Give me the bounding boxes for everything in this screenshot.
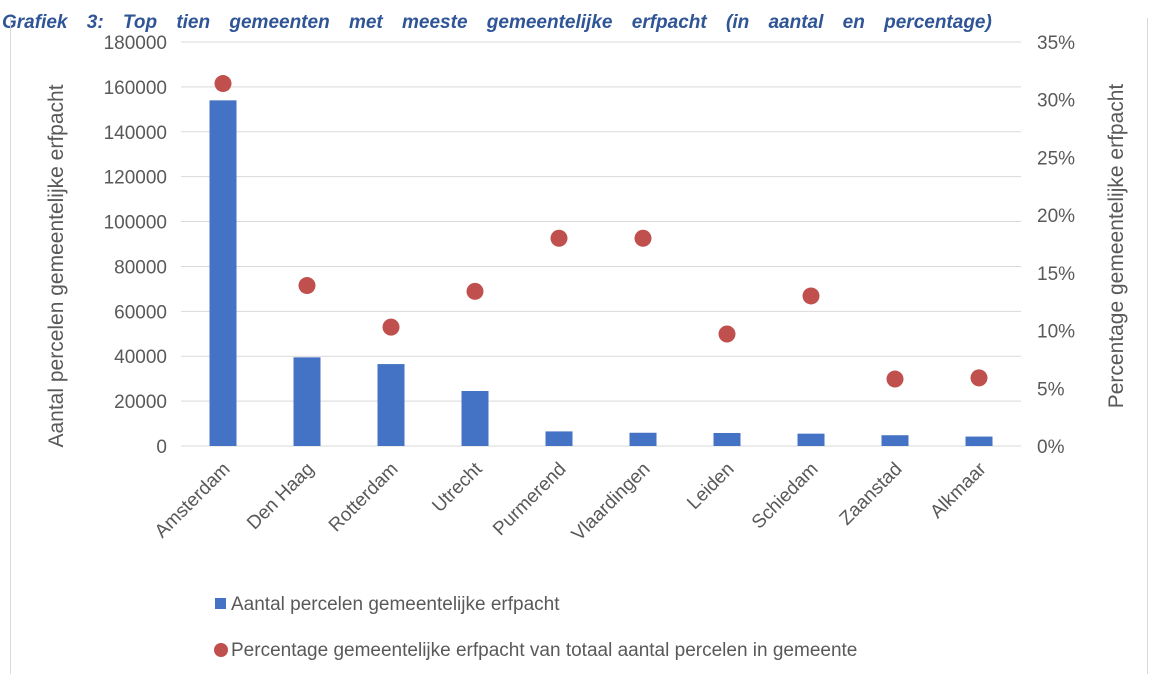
legend-bar-swatch (215, 598, 226, 609)
category-label: Zaanstad (836, 459, 907, 530)
legend: Aantal percelen gemeentelijke erfpacht P… (214, 594, 857, 661)
left-axis-tick-label: 160000 (104, 78, 167, 99)
category-label: Purmerend (489, 459, 570, 540)
right-axis-title: Percentage gemeentelijke erfpacht (1105, 84, 1128, 409)
left-axis-tick-label: 120000 (104, 168, 167, 189)
chart-caption: Grafiek 3: Top tien gemeenten met meeste… (2, 12, 992, 33)
bar-amsterdam (209, 100, 237, 446)
bar-leiden (713, 432, 741, 446)
dot-rotterdam (382, 318, 400, 336)
dot-zaanstad (886, 370, 904, 388)
category-label: Rotterdam (325, 459, 403, 537)
combo-chart: 0 20000 40000 60000 80000 100000 120000 140000 1… (45, 33, 1128, 661)
right-axis-tick-label: 20% (1037, 206, 1075, 227)
dot-purmerend (550, 229, 568, 247)
category-label: Leiden (683, 459, 738, 514)
category-label: Amsterdam (151, 459, 235, 543)
right-axis-tick-label: 15% (1037, 264, 1075, 285)
legend-dot-swatch (214, 643, 228, 657)
left-axis-tick-label: 60000 (114, 302, 167, 323)
right-axis-tick-label: 30% (1037, 91, 1075, 112)
dot-alkmaar (970, 369, 988, 387)
dot-den-haag (298, 277, 316, 295)
bar-rotterdam (377, 364, 405, 446)
legend-dot-label: Percentage gemeentelijke erfpacht van to… (231, 640, 857, 661)
left-axis-tick-label: 100000 (104, 213, 167, 234)
bar-vlaardingen (629, 432, 657, 446)
dot-vlaardingen (634, 229, 652, 247)
category-label: Den Haag (243, 459, 318, 534)
bar-series (209, 100, 993, 446)
left-axis-tick-label: 20000 (114, 392, 167, 413)
category-axis-labels: Amsterdam Den Haag Rotterdam Utrecht Purmere… (151, 458, 991, 545)
gridlines (181, 41, 1021, 447)
dot-leiden (718, 325, 736, 343)
legend-bar-label: Aantal percelen gemeentelijke erfpacht (231, 594, 560, 615)
bar-utrecht (461, 391, 489, 446)
category-label: Alkmaar (926, 458, 991, 523)
dot-utrecht (466, 282, 484, 300)
chart-frame: 0 20000 40000 60000 80000 100000 120000 140000 1… (10, 18, 1148, 674)
bar-purmerend (545, 431, 573, 446)
right-axis-tick-label: 25% (1037, 148, 1075, 169)
chart-caption-strip: Grafiek 3: Top tien gemeenten met meeste… (0, 0, 1149, 34)
category-label: Schiedam (748, 459, 823, 534)
left-axis-tick-label: 180000 (104, 33, 167, 54)
category-label: Utrecht (428, 458, 487, 517)
bar-zaanstad (881, 435, 909, 446)
right-axis-tick-label: 10% (1037, 322, 1075, 343)
bar-alkmaar (965, 436, 993, 446)
right-axis-tick-label: 5% (1037, 379, 1065, 400)
left-axis-ticks: 0 20000 40000 60000 80000 100000 120000 140000 1… (104, 33, 167, 458)
right-axis-tick-label: 0% (1037, 437, 1065, 458)
left-axis-title: Aantal percelen gemeentelijke erfpacht (45, 84, 68, 447)
dot-schiedam (802, 287, 820, 305)
bar-schiedam (797, 433, 825, 446)
dot-amsterdam (214, 75, 232, 93)
left-axis-tick-label: 0 (156, 437, 167, 458)
category-label: Vlaardingen (568, 459, 655, 546)
right-axis-tick-label: 35% (1037, 33, 1075, 54)
left-axis-tick-label: 80000 (114, 257, 167, 278)
left-axis-tick-label: 40000 (114, 347, 167, 368)
left-axis-tick-label: 140000 (104, 123, 167, 144)
dot-series (214, 75, 988, 388)
bar-den-haag (293, 357, 321, 446)
right-axis-ticks: 0% 5% 10% 15% 20% 25% 30% 35% (1037, 33, 1075, 458)
